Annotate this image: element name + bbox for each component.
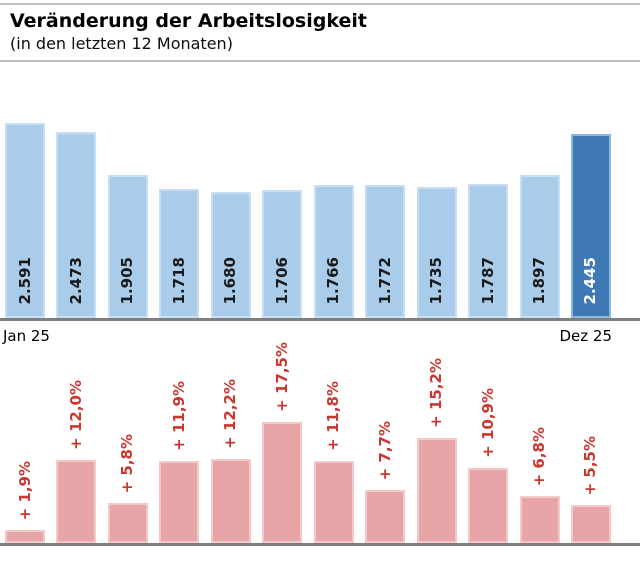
axis-label-end: Dez 25 <box>559 327 612 345</box>
bar <box>313 461 354 543</box>
chart-header: Veränderung der Arbeitslosigkeit (in den… <box>0 5 640 60</box>
bar-value-label: + 12,2% <box>221 379 240 449</box>
unemployment-change-bar-chart: + 1,9% + 12,0% + 5,8% + 11,9% + 12,2% + 17,5%… <box>0 342 640 543</box>
percent-change-bar-column: + 10,9% <box>468 388 509 543</box>
bar: 1.787 <box>468 184 509 318</box>
bar-value-label: + 12,0% <box>66 380 85 450</box>
bar: 1.680 <box>210 192 251 318</box>
level-bar-column: 1.766 <box>313 185 354 318</box>
bar-value-label: + 11,9% <box>169 381 188 451</box>
bar: 1.718 <box>159 189 200 318</box>
header-divider <box>0 60 640 62</box>
level-bar-column: 1.718 <box>159 189 200 318</box>
bar <box>159 461 200 543</box>
bar <box>519 496 560 543</box>
percent-change-bar-column: + 12,2% <box>210 379 251 543</box>
axis-label-start: Jan 25 <box>3 327 50 345</box>
percent-change-bar-column: + 15,2% <box>416 358 457 543</box>
bar-value-label: + 1,9% <box>15 460 34 520</box>
bar: 1.905 <box>107 175 148 318</box>
chart-title: Veränderung der Arbeitslosigkeit <box>10 10 367 32</box>
bar: 1.766 <box>313 185 354 318</box>
bar: 1.735 <box>416 187 457 318</box>
percent-change-bar-column: + 6,8% <box>519 426 560 543</box>
top-chart-x-axis-line <box>0 318 640 321</box>
bar-value-label: 1.897 <box>530 256 549 304</box>
bar-value-label: + 11,8% <box>324 381 343 451</box>
bottom-chart-x-axis-line <box>0 543 640 546</box>
bar-value-label: + 5,5% <box>581 435 600 495</box>
percent-change-bar-column: + 12,0% <box>56 380 97 543</box>
bar <box>468 468 509 543</box>
bar: 1.772 <box>365 185 406 318</box>
chart-subtitle: (in den letzten 12 Monaten) <box>10 34 233 53</box>
level-bar-column: 1.787 <box>468 184 509 318</box>
bar-value-label: + 15,2% <box>427 358 446 428</box>
bar <box>365 490 406 543</box>
percent-change-bar-column: + 5,5% <box>570 435 611 543</box>
bar-value-label: 2.591 <box>15 256 34 304</box>
bar <box>5 530 45 543</box>
bar-value-label: 1.680 <box>221 256 240 304</box>
bar-value-label: 2.445 <box>581 256 600 304</box>
level-bar-column: 1.735 <box>416 187 457 318</box>
page: { "header": { "title": "Veränderung der … <box>0 3 640 568</box>
x-axis-labels: Jan 25 Dez 25 <box>0 321 640 347</box>
bar-value-label: 1.905 <box>118 256 137 304</box>
level-bar-column: 1.905 <box>107 175 148 318</box>
bar-value-label: 2.473 <box>66 256 85 304</box>
bar-value-label: + 5,8% <box>118 433 137 493</box>
percent-change-bar-column: + 11,8% <box>313 381 354 543</box>
level-bar-column: 1.706 <box>262 190 303 318</box>
bar <box>210 459 251 543</box>
bar-value-label: + 6,8% <box>530 426 549 486</box>
percent-change-bar-column: + 5,8% <box>107 433 148 543</box>
level-bar-column: 2.591 <box>5 123 45 318</box>
percent-change-bar-column: + 11,9% <box>159 381 200 543</box>
bar <box>56 460 97 543</box>
top-divider <box>0 3 640 5</box>
level-bar-column: 2.473 <box>56 132 97 318</box>
bar: 2.445 <box>570 134 611 318</box>
bar-value-label: 1.706 <box>272 256 291 304</box>
bar-value-label: 1.718 <box>169 256 188 304</box>
bar-value-label: + 7,7% <box>375 420 394 480</box>
bar: 1.897 <box>519 175 560 318</box>
percent-change-bar-column: + 7,7% <box>365 420 406 543</box>
level-bar-column: 1.680 <box>210 192 251 318</box>
level-bar-column: 1.772 <box>365 185 406 318</box>
bar-value-label: + 17,5% <box>272 342 291 412</box>
bar <box>107 503 148 543</box>
bar-value-label: + 10,9% <box>478 388 497 458</box>
bar <box>262 422 303 543</box>
bar-value-label: 1.766 <box>324 256 343 304</box>
percent-change-bar-column: + 1,9% <box>5 461 45 543</box>
bar: 2.473 <box>56 132 97 318</box>
percent-change-bar-column: + 17,5% <box>262 342 303 543</box>
bar: 1.706 <box>262 190 303 318</box>
bar: 2.591 <box>5 123 45 318</box>
bar-value-label: 1.735 <box>427 256 446 304</box>
bar <box>570 505 611 543</box>
unemployment-level-bar-chart: 2.591 2.473 1.905 1.718 1.680 1.706 1.766 1.772… <box>0 123 640 318</box>
bar-value-label: 1.787 <box>478 256 497 304</box>
bar-value-label: 1.772 <box>375 256 394 304</box>
bar <box>416 438 457 543</box>
level-bar-column: 1.897 <box>519 175 560 318</box>
level-bar-column: 2.445 <box>570 134 611 318</box>
